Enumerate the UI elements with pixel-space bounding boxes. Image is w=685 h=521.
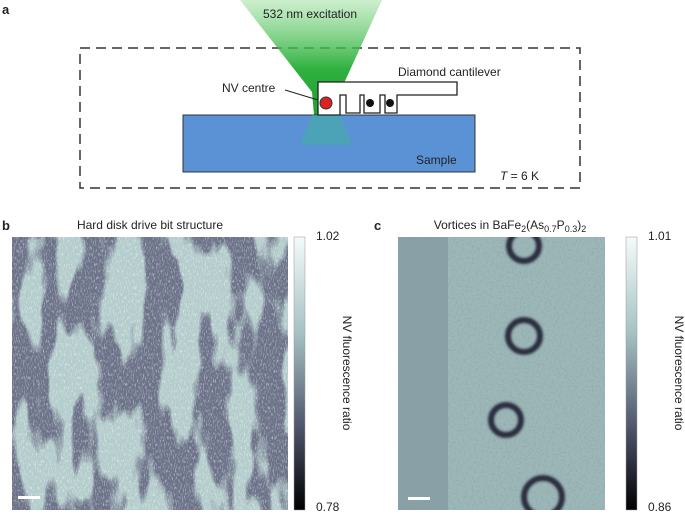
cantilever-label: Diamond cantilever [398,65,501,79]
colorbar [293,236,306,511]
panel-title: Hard disk drive bit structure [77,218,223,232]
cryostat-box [79,47,581,189]
colorbar-max: 1.02 [316,229,340,243]
temperature-value: = 6 K [507,169,539,183]
nv-dot [366,99,374,107]
title-sub: 2 [521,224,526,234]
panel-label: b [2,218,10,233]
title-part: (As [526,218,544,232]
panel-title: Vortices in BaFe2(As0.7P0.3)2 [434,218,586,234]
nv-centre [319,96,333,110]
title-sub: 2 [581,224,586,234]
vortex [521,475,565,510]
nv-label: NV centre [222,81,276,95]
panel-b: b Hard disk drive bit structure 1.02 0.7… [2,218,354,514]
beam-in-sample [300,115,352,145]
colorbar-min: 0.78 [316,500,340,514]
colorbar-label: NV fluorescence ratio [340,316,354,431]
beam-label: 532 nm excitation [263,7,357,21]
colorbar-label: NV fluorescence ratio [672,316,685,431]
temperature: T = 6 K [500,169,539,183]
cantilever [317,81,458,116]
title-sub: 0.7 [544,224,557,234]
colorbar-max: 1.01 [648,229,672,243]
colorbar-min: 0.86 [648,500,672,514]
temperature-symbol: T [500,169,509,183]
title-part: Vortices in BaFe [434,218,522,232]
panel-label: c [374,218,381,233]
panel-label: a [2,2,10,17]
panel-c: c Vortices in BaFe2(As0.7P0.3)2 1.01 0.8… [374,218,685,514]
panel-a: a 532 nm excitation Diamond cantilever N… [2,0,581,189]
vortex [505,317,543,355]
scale-bar [408,497,430,500]
colorbar [625,236,638,511]
title-part: ) [577,218,581,232]
vortex [506,237,542,264]
vortex [488,402,524,438]
sample-label: Sample [416,153,457,167]
nv-dot [386,99,394,107]
scale-bar [18,496,40,499]
image-grain [12,237,288,510]
title-part: P [557,218,565,232]
title-sub: 0.3 [565,224,578,234]
image-grain [398,237,605,510]
laser-beam [240,0,382,115]
pointer [284,89,319,101]
